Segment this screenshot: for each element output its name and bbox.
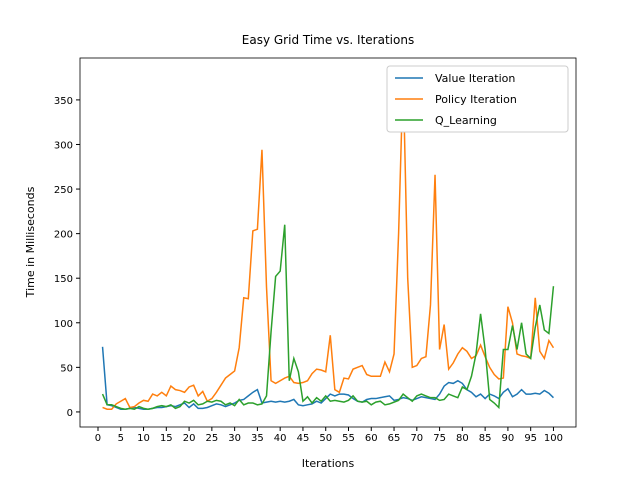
x-tick-label: 55 [342, 433, 355, 444]
x-tick-label: 70 [410, 433, 423, 444]
y-tick-label: 300 [54, 140, 73, 151]
x-tick-label: 20 [183, 433, 196, 444]
x-tick-label: 75 [433, 433, 446, 444]
x-tick-label: 50 [319, 433, 332, 444]
y-tick-label: 350 [54, 96, 73, 107]
x-axis-label: Iterations [302, 457, 355, 470]
x-tick-label: 35 [251, 433, 264, 444]
y-tick-label: 0 [67, 408, 73, 419]
x-tick-label: 45 [297, 433, 310, 444]
x-tick-label: 90 [502, 433, 515, 444]
x-tick-label: 30 [228, 433, 241, 444]
y-tick-label: 250 [54, 185, 73, 196]
x-tick-label: 40 [274, 433, 287, 444]
legend-box [386, 65, 569, 133]
y-axis-label: Time in Milliseconds [24, 186, 37, 298]
x-tick-label: 100 [544, 433, 563, 444]
series-line [101, 224, 555, 411]
y-tick-label: 150 [54, 274, 73, 285]
legend-label: Value Iteration [435, 72, 515, 85]
x-tick-label: 25 [205, 433, 218, 444]
x-tick-label: 5 [118, 433, 124, 444]
x-tick-label: 65 [388, 433, 401, 444]
series-line [102, 74, 555, 411]
x-tick-label: 80 [456, 433, 469, 444]
x-tick-label: 95 [524, 433, 537, 444]
y-tick-label: 200 [54, 230, 73, 241]
y-tick-label: 100 [54, 319, 73, 330]
chart-title: Easy Grid Time vs. Iterations [242, 33, 414, 47]
legend-label: Q_Learning [435, 114, 497, 127]
x-tick-label: 15 [160, 433, 173, 444]
x-tick-label: 10 [137, 433, 150, 444]
legend-label: Policy Iteration [435, 93, 517, 106]
y-tick-label: 50 [60, 363, 73, 374]
x-tick-label: 0 [95, 433, 101, 444]
x-tick-label: 85 [479, 433, 492, 444]
x-tick-label: 60 [365, 433, 378, 444]
plot-frame [79, 57, 577, 428]
series-line [101, 346, 554, 411]
